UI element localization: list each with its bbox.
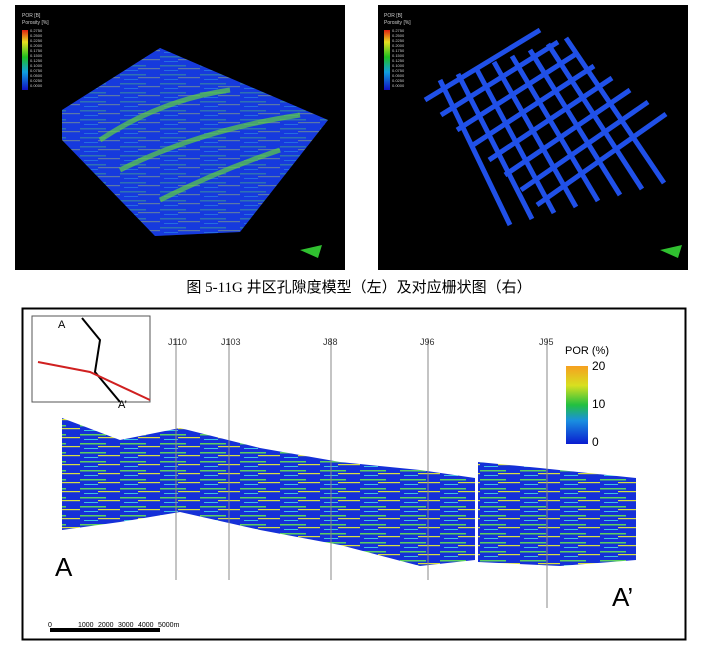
fence-line xyxy=(535,111,668,208)
map-end: A’ xyxy=(118,399,127,411)
legend-value: 0.0250 xyxy=(30,78,43,83)
legend-value: 0.2500 xyxy=(30,33,43,38)
legend-subtitle: Porosity [%] xyxy=(384,20,411,26)
legend-title: POR [B] xyxy=(22,13,41,19)
legend-value: 0.2000 xyxy=(392,43,405,48)
legend-value: 0.2000 xyxy=(30,43,43,48)
fence-line xyxy=(439,39,560,118)
fence-line xyxy=(491,60,579,209)
legend-value: 0.1250 xyxy=(30,58,43,63)
legend-bar xyxy=(384,30,390,90)
fence-line xyxy=(563,36,667,185)
legend-title: POR [B] xyxy=(384,13,403,19)
scale-label: 4000 xyxy=(138,622,154,629)
legend-value: 0.0750 xyxy=(392,68,405,73)
fence-diagram xyxy=(423,27,668,227)
well-label: J88 xyxy=(323,337,338,347)
well-label: J96 xyxy=(420,337,435,347)
legend-bar xyxy=(22,30,28,90)
section-frame xyxy=(21,307,687,641)
north-arrow xyxy=(300,245,322,258)
fence-line xyxy=(527,48,623,197)
fence-line xyxy=(471,63,596,148)
section-right xyxy=(478,462,636,566)
colorbar-title: POR (%) xyxy=(565,345,609,357)
scale-bar xyxy=(50,628,160,632)
north-arrow xyxy=(660,245,682,258)
fence-line xyxy=(509,54,601,203)
well-label: J110 xyxy=(168,337,187,347)
map-start: A xyxy=(58,319,66,331)
legend-value: 0.1000 xyxy=(392,63,405,68)
colorbar-label: 10 xyxy=(592,397,606,411)
section-end: A’ xyxy=(612,582,633,612)
scale-label: 0 xyxy=(48,622,52,629)
fence-line xyxy=(437,78,513,227)
scale-label: 5000m xyxy=(158,622,180,629)
caption: 图 5-11G 井区孔隙度模型（左）及对应栅状图（右） xyxy=(186,278,531,296)
legend-value: 0.2750 xyxy=(392,28,405,33)
section-left xyxy=(62,418,475,566)
legend-value: 0.0500 xyxy=(30,73,43,78)
legend-value: 0.1750 xyxy=(30,48,43,53)
colorbar-label: 20 xyxy=(592,359,606,373)
legend-value: 0.2250 xyxy=(30,38,43,43)
section-line xyxy=(37,361,151,401)
legend-value: 0.2750 xyxy=(30,28,43,33)
legend-subtitle: Porosity [%] xyxy=(22,20,49,26)
legend-value: 0.0250 xyxy=(392,78,405,83)
legend-value: 0.1500 xyxy=(30,53,43,58)
legend-value: 0.0000 xyxy=(30,83,43,88)
scale-label: 2000 xyxy=(98,622,114,629)
legend-value: 0.2250 xyxy=(392,38,405,43)
legend-value: 0.1000 xyxy=(30,63,43,68)
colorbar-label: 0 xyxy=(592,435,599,449)
legend-value: 0.1750 xyxy=(392,48,405,53)
fence-panel xyxy=(378,5,688,270)
legend-value: 0.2500 xyxy=(392,33,405,38)
legend-value: 0.0750 xyxy=(30,68,43,73)
legend-value: 0.1500 xyxy=(392,53,405,58)
scale-label: 3000 xyxy=(118,622,134,629)
fence-line xyxy=(455,51,578,133)
well-label: J95 xyxy=(539,337,554,347)
colorbar xyxy=(566,366,588,444)
high-porosity-bands xyxy=(98,87,301,203)
fence-line xyxy=(545,42,645,191)
scale-label: 1000 xyxy=(78,622,94,629)
fence-line xyxy=(455,72,535,221)
legend-value: 0.0000 xyxy=(392,83,405,88)
legend-value: 0.1250 xyxy=(392,58,405,63)
fence-line xyxy=(519,99,650,193)
section-start: A xyxy=(55,552,73,582)
legend-value: 0.0500 xyxy=(392,73,405,78)
well-label: J103 xyxy=(221,337,241,347)
fault-line xyxy=(81,317,121,403)
